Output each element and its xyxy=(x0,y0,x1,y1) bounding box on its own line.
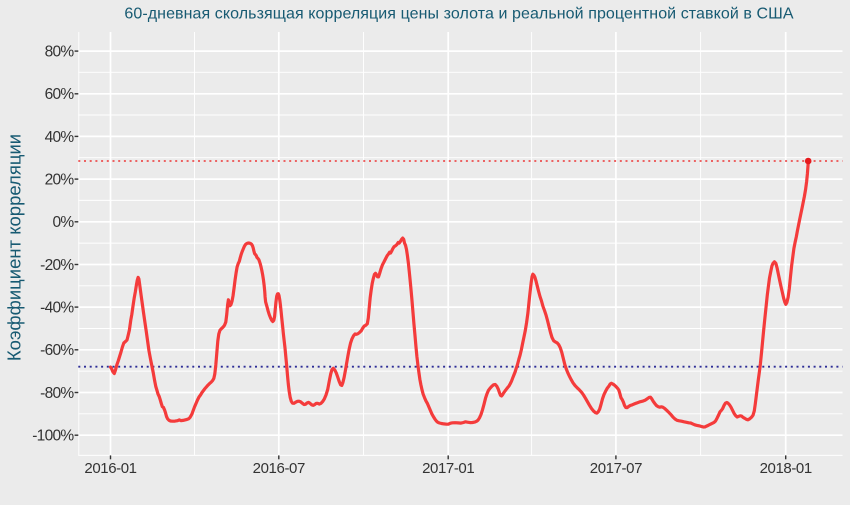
svg-text:2018-01: 2018-01 xyxy=(760,460,812,477)
svg-text:20%: 20% xyxy=(45,172,75,189)
svg-text:Коэффициент корреляции: Коэффициент корреляции xyxy=(4,134,25,361)
svg-text:0%: 0% xyxy=(52,214,74,231)
svg-text:2016-01: 2016-01 xyxy=(84,460,136,477)
svg-text:-60%: -60% xyxy=(40,342,74,359)
svg-text:60%: 60% xyxy=(45,86,75,103)
svg-text:-40%: -40% xyxy=(40,300,74,317)
svg-text:-80%: -80% xyxy=(40,385,74,402)
svg-text:-100%: -100% xyxy=(32,428,74,445)
svg-text:80%: 80% xyxy=(45,44,75,61)
svg-text:2016-07: 2016-07 xyxy=(253,460,305,477)
svg-text:2017-01: 2017-01 xyxy=(422,460,474,477)
svg-text:2017-07: 2017-07 xyxy=(590,460,642,477)
svg-text:-20%: -20% xyxy=(40,257,74,274)
svg-text:40%: 40% xyxy=(45,129,75,146)
svg-text:60-дневная скользящая корреляц: 60-дневная скользящая корреляция цены зо… xyxy=(124,6,793,23)
